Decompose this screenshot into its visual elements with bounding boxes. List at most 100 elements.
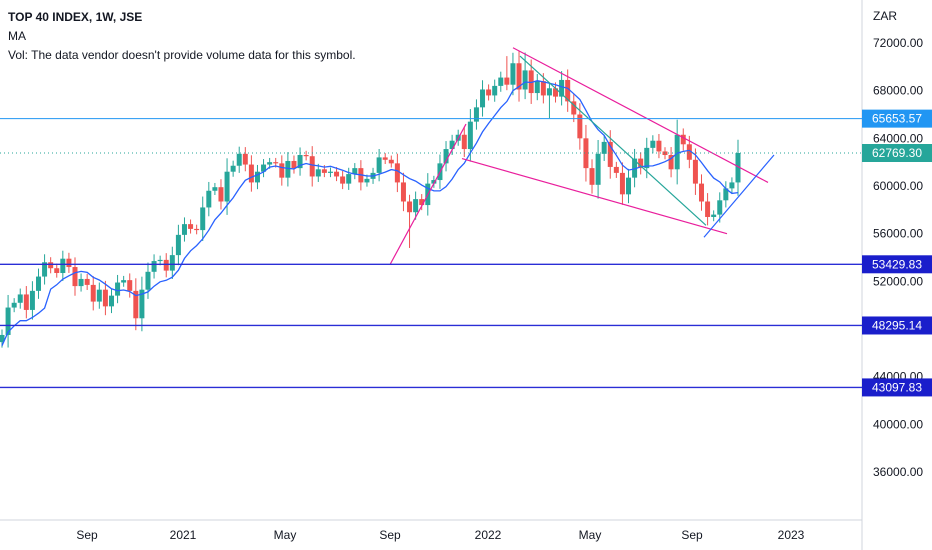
candle-body bbox=[212, 187, 218, 191]
candle-body bbox=[327, 171, 333, 173]
y-tick-label: 36000.00 bbox=[873, 465, 923, 479]
candle-body bbox=[717, 200, 723, 215]
candle-body bbox=[35, 276, 41, 291]
candle-body bbox=[334, 171, 340, 177]
candle-body bbox=[504, 77, 510, 85]
candle-body bbox=[127, 280, 133, 291]
trendline-support-up bbox=[703, 154, 775, 238]
candle-body bbox=[626, 177, 632, 195]
level-badge-label: 65653.57 bbox=[872, 112, 922, 126]
candle-body bbox=[0, 334, 5, 343]
trendline-upper-channel bbox=[512, 47, 769, 183]
candle-body bbox=[169, 255, 175, 271]
candle-body bbox=[78, 278, 84, 287]
candle-body bbox=[163, 259, 169, 271]
trendline-lower-channel bbox=[461, 158, 728, 235]
candle-body bbox=[559, 79, 565, 97]
candle-body bbox=[388, 159, 394, 164]
candle-body bbox=[400, 182, 406, 202]
candle-body bbox=[175, 234, 181, 256]
x-tick-label: Sep bbox=[379, 528, 401, 542]
x-tick-label: Sep bbox=[76, 528, 98, 542]
candle-body bbox=[224, 171, 230, 202]
candle-body bbox=[96, 289, 102, 302]
candle-body bbox=[115, 282, 121, 296]
candle-body bbox=[638, 158, 644, 169]
candle-body bbox=[303, 155, 309, 157]
candle-body bbox=[480, 89, 486, 108]
candle-body bbox=[382, 157, 388, 160]
candle-body bbox=[680, 134, 686, 145]
ma-indicator-label[interactable]: MA bbox=[8, 29, 26, 43]
candle-body bbox=[662, 151, 668, 156]
symbol-title[interactable]: TOP 40 INDEX, 1W, JSE bbox=[8, 10, 143, 24]
candle-body bbox=[632, 158, 638, 178]
candle-body bbox=[340, 176, 346, 184]
chart-legend: TOP 40 INDEX, 1W, JSE MA Vol: The data v… bbox=[8, 8, 356, 65]
candle-body bbox=[206, 190, 212, 208]
volume-note: Vol: The data vendor doesn't provide vol… bbox=[8, 48, 356, 62]
candle-body bbox=[200, 207, 206, 231]
level-badge-label: 62769.30 bbox=[872, 146, 922, 160]
candle-body bbox=[419, 199, 425, 206]
candle-body bbox=[595, 153, 601, 185]
candle-body bbox=[407, 201, 413, 213]
level-badge bbox=[862, 109, 932, 128]
candle-body bbox=[607, 141, 613, 167]
level-badge bbox=[862, 255, 932, 274]
candle-body bbox=[273, 162, 279, 164]
candle-body bbox=[723, 188, 729, 201]
candle-body bbox=[291, 160, 297, 169]
candle-body bbox=[692, 159, 698, 184]
candle-body bbox=[90, 284, 96, 302]
candle-body bbox=[668, 155, 674, 170]
candle-body bbox=[29, 290, 35, 310]
candle-body bbox=[108, 295, 114, 307]
y-tick-label: 52000.00 bbox=[873, 274, 923, 288]
candle-body bbox=[102, 289, 108, 307]
currency-label: ZAR bbox=[873, 9, 897, 23]
candle-body bbox=[254, 171, 260, 183]
candle-body bbox=[546, 88, 552, 96]
x-tick-label: Sep bbox=[681, 528, 703, 542]
candle-body bbox=[711, 214, 717, 217]
candle-body bbox=[492, 85, 498, 96]
candle-body bbox=[236, 153, 242, 166]
candle-body bbox=[42, 262, 48, 277]
candle-body bbox=[394, 163, 400, 183]
candle-body bbox=[121, 280, 127, 283]
candle-body bbox=[565, 79, 571, 102]
candle-body bbox=[248, 164, 254, 183]
y-tick-label: 60000.00 bbox=[873, 179, 923, 193]
candle-body bbox=[528, 70, 534, 94]
ma-line bbox=[1, 80, 739, 346]
level-badge bbox=[862, 143, 932, 162]
candle-body bbox=[467, 121, 473, 150]
candle-body bbox=[151, 261, 157, 272]
candle-body bbox=[516, 63, 522, 90]
candle-body bbox=[133, 290, 139, 319]
candle-body bbox=[644, 147, 650, 169]
candle-body bbox=[145, 271, 151, 290]
candle-body bbox=[11, 302, 17, 308]
x-tick-label: 2021 bbox=[170, 528, 197, 542]
candle-body bbox=[188, 224, 194, 229]
candle-body bbox=[267, 162, 273, 165]
level-badge bbox=[862, 316, 932, 335]
candle-body bbox=[522, 70, 528, 90]
x-tick-label: 2022 bbox=[475, 528, 502, 542]
candle-body bbox=[54, 268, 60, 273]
candle-body bbox=[486, 89, 492, 96]
y-tick-label: 40000.00 bbox=[873, 417, 923, 431]
x-tick-label: May bbox=[274, 528, 297, 542]
candle-body bbox=[5, 307, 11, 335]
x-tick-label: 2023 bbox=[778, 528, 805, 542]
candle-body bbox=[285, 160, 291, 178]
candle-body bbox=[321, 169, 327, 173]
candle-body bbox=[431, 180, 437, 184]
candle-body bbox=[619, 172, 625, 195]
candle-body bbox=[72, 267, 78, 287]
candle-body bbox=[498, 77, 504, 86]
